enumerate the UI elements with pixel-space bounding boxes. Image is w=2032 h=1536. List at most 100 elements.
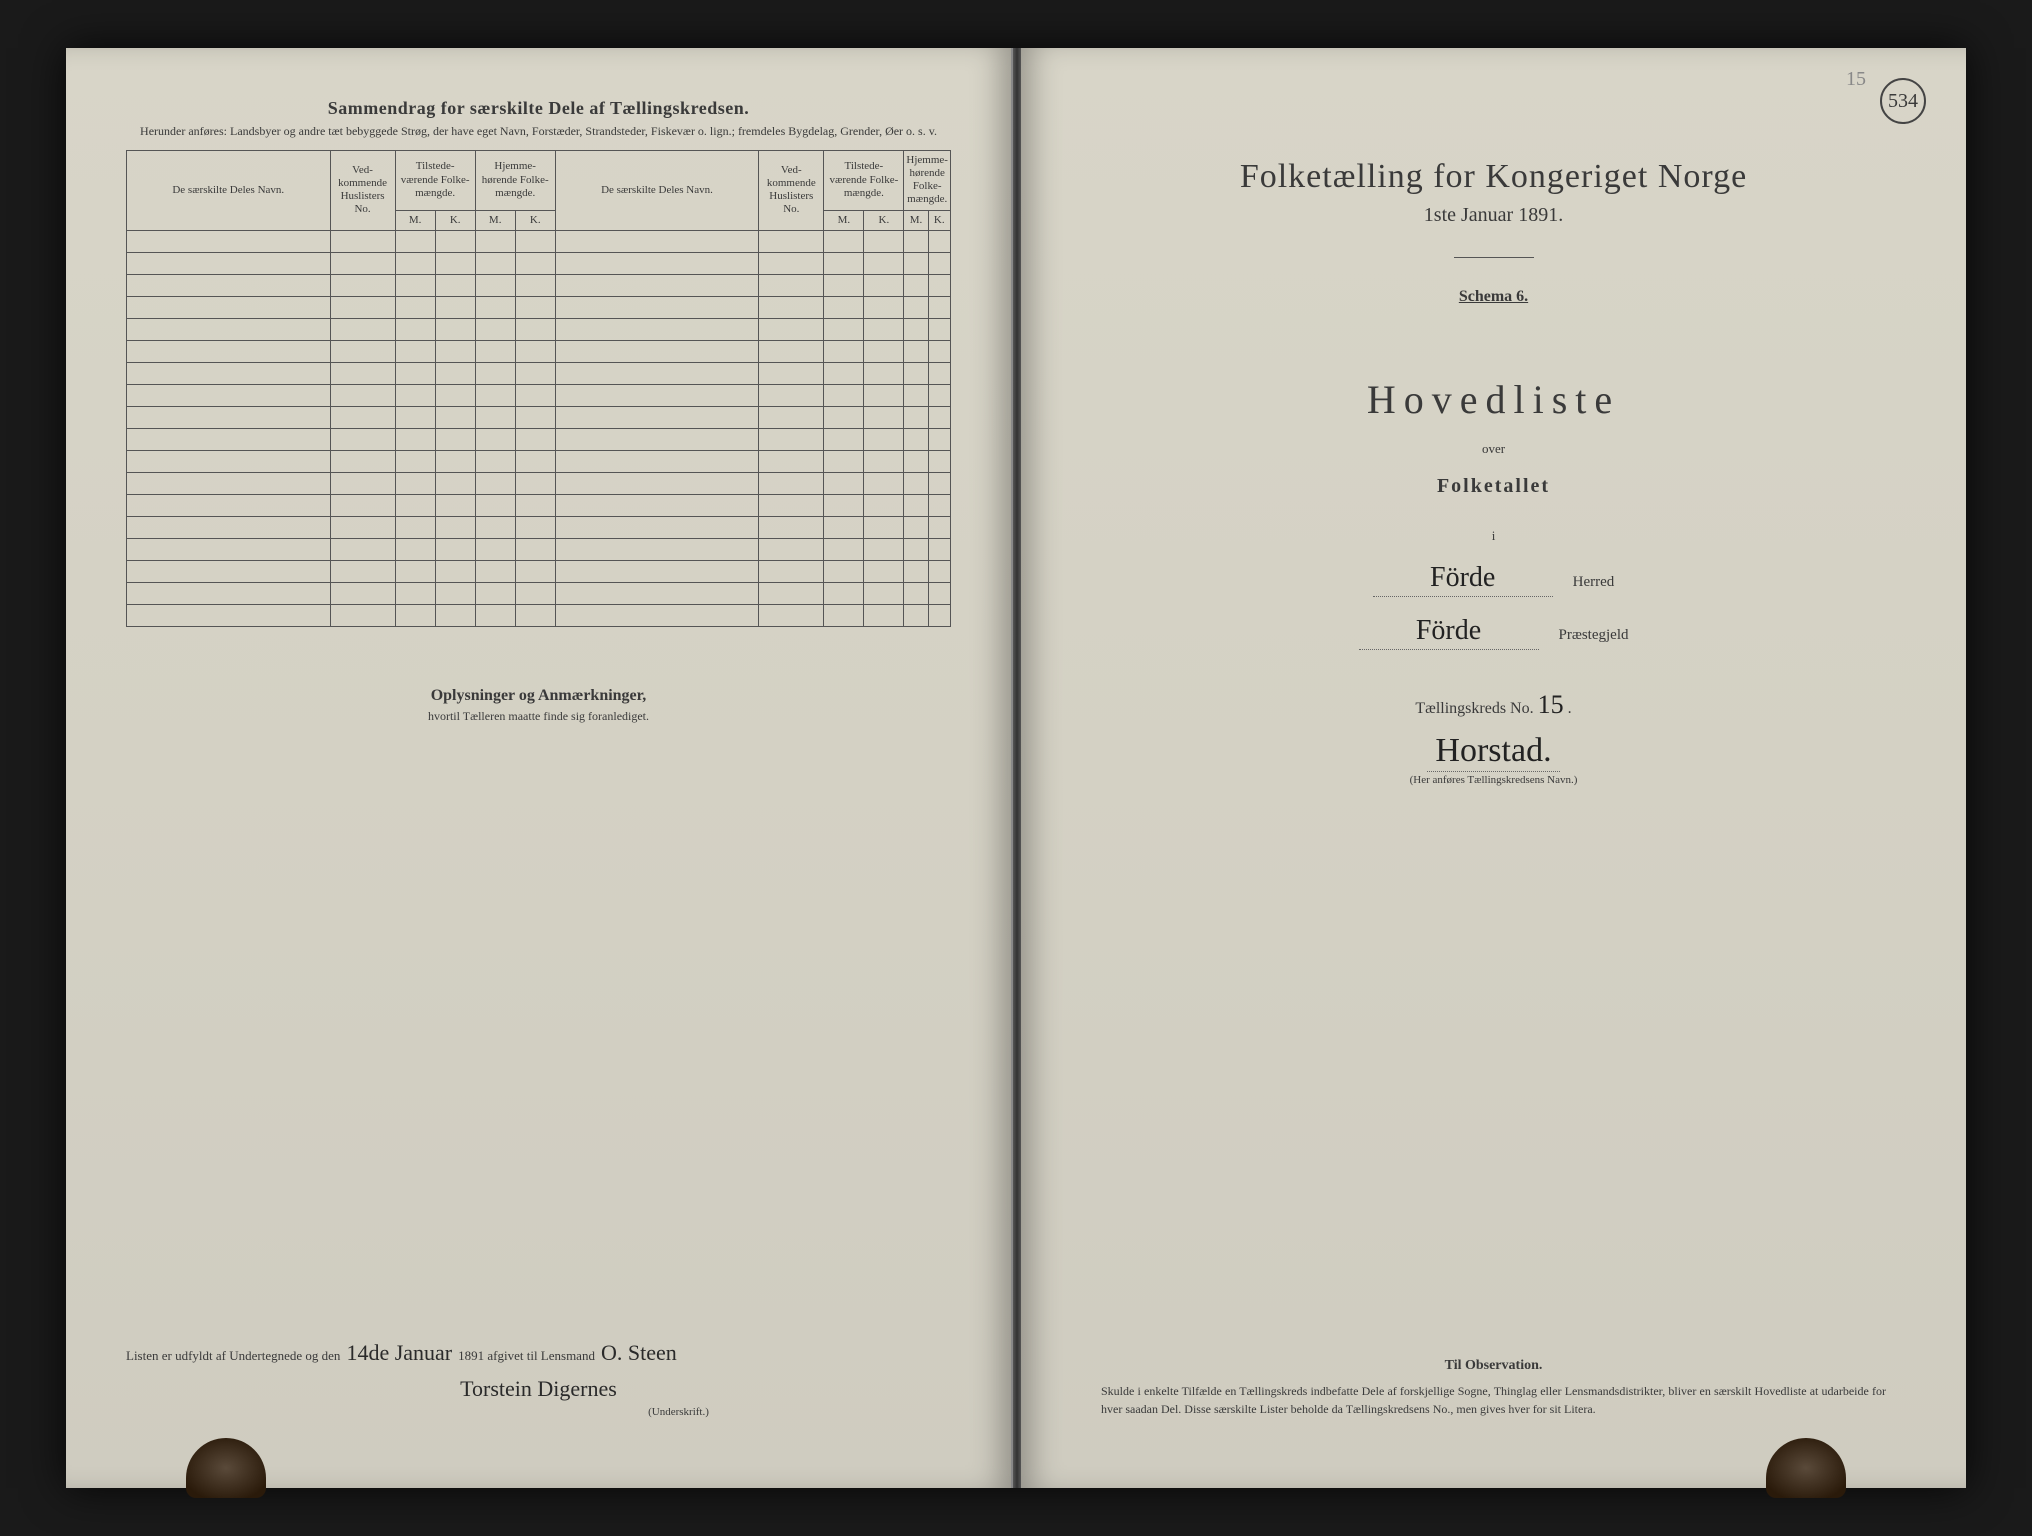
table-cell — [904, 318, 928, 340]
table-cell — [515, 318, 555, 340]
table-cell — [127, 472, 331, 494]
table-row — [127, 560, 951, 582]
table-cell — [555, 384, 759, 406]
table-cell — [904, 604, 928, 626]
right-content: Folketælling for Kongeriget Norge 1ste J… — [1081, 98, 1906, 786]
table-cell — [515, 252, 555, 274]
table-cell — [555, 406, 759, 428]
table-cell — [475, 274, 515, 296]
table-row — [127, 604, 951, 626]
table-cell — [395, 274, 435, 296]
table-cell — [555, 274, 759, 296]
table-cell — [555, 296, 759, 318]
col-name-2: De særskilte Deles Navn. — [555, 150, 759, 230]
table-cell — [824, 296, 864, 318]
table-cell — [330, 274, 395, 296]
col-tilstede-2: Tilstede-værende Folke-mængde. — [824, 150, 904, 210]
table-cell — [864, 604, 904, 626]
table-cell — [759, 230, 824, 252]
main-date: 1ste Januar 1891. — [1081, 204, 1906, 227]
sig-name: Torstein Digernes — [460, 1376, 617, 1402]
praestegjeld-row: Förde Præstegjeld — [1081, 615, 1906, 650]
table-cell — [824, 252, 864, 274]
table-cell — [864, 318, 904, 340]
table-cell — [864, 538, 904, 560]
kreds-dot: . — [1568, 700, 1572, 717]
table-cell — [475, 406, 515, 428]
table-cell — [864, 340, 904, 362]
table-cell — [928, 538, 950, 560]
table-cell — [395, 450, 435, 472]
table-cell — [555, 362, 759, 384]
table-cell — [330, 362, 395, 384]
table-cell — [555, 340, 759, 362]
table-cell — [475, 560, 515, 582]
table-cell — [395, 516, 435, 538]
table-cell — [330, 428, 395, 450]
i-label: i — [1081, 528, 1906, 544]
mk-m: M. — [475, 210, 515, 230]
mk-m: M. — [824, 210, 864, 230]
table-cell — [127, 230, 331, 252]
table-cell — [759, 318, 824, 340]
table-cell — [864, 428, 904, 450]
pencil-number: 15 — [1846, 68, 1866, 91]
sig-caption: (Underskrift.) — [406, 1406, 951, 1418]
table-cell — [864, 230, 904, 252]
table-cell — [824, 428, 864, 450]
table-cell — [759, 582, 824, 604]
table-cell — [435, 406, 475, 428]
kreds-label: Tællingskreds No. — [1415, 700, 1533, 717]
kreds-row: Tællingskreds No. 15 . — [1081, 690, 1906, 720]
signature-block: Listen er udfyldt af Undertegnede og den… — [126, 1340, 951, 1418]
folketallet-label: Folketallet — [1081, 475, 1906, 498]
table-cell — [864, 560, 904, 582]
kreds-caption: (Her anføres Tællingskredsens Navn.) — [1081, 774, 1906, 786]
table-cell — [904, 428, 928, 450]
table-cell — [435, 252, 475, 274]
table-cell — [515, 516, 555, 538]
table-cell — [395, 582, 435, 604]
herred-row: Förde Herred — [1081, 562, 1906, 597]
table-cell — [515, 560, 555, 582]
table-cell — [864, 494, 904, 516]
table-cell — [475, 472, 515, 494]
table-cell — [515, 450, 555, 472]
obs-title: Til Observation. — [1101, 1358, 1886, 1374]
schema-label: Schema 6. — [1081, 288, 1906, 306]
table-cell — [904, 560, 928, 582]
table-cell — [759, 406, 824, 428]
table-cell — [395, 296, 435, 318]
table-cell — [127, 604, 331, 626]
table-cell — [824, 516, 864, 538]
table-cell — [555, 582, 759, 604]
table-cell — [864, 384, 904, 406]
table-cell — [759, 362, 824, 384]
col-hjemme-2: Hjemme-hørende Folke-mængde. — [904, 150, 951, 210]
table-cell — [904, 252, 928, 274]
table-cell — [555, 428, 759, 450]
table-cell — [904, 384, 928, 406]
table-cell — [127, 362, 331, 384]
table-cell — [928, 384, 950, 406]
mk-m: M. — [904, 210, 928, 230]
sig-mid: 1891 afgivet til Lensmand — [458, 1348, 595, 1364]
sig-prefix: Listen er udfyldt af Undertegnede og den — [126, 1348, 340, 1364]
table-cell — [824, 494, 864, 516]
praestegjeld-value: Förde — [1359, 615, 1539, 650]
table-cell — [515, 296, 555, 318]
table-cell — [759, 296, 824, 318]
table-cell — [395, 560, 435, 582]
table-cell — [435, 560, 475, 582]
table-cell — [330, 560, 395, 582]
table-row — [127, 296, 951, 318]
table-cell — [759, 538, 824, 560]
table-cell — [928, 516, 950, 538]
table-cell — [395, 318, 435, 340]
table-cell — [555, 252, 759, 274]
table-cell — [475, 384, 515, 406]
praestegjeld-label: Præstegjeld — [1559, 627, 1629, 644]
table-cell — [330, 230, 395, 252]
table-cell — [435, 384, 475, 406]
hovedliste-heading: Hovedliste — [1081, 376, 1906, 423]
